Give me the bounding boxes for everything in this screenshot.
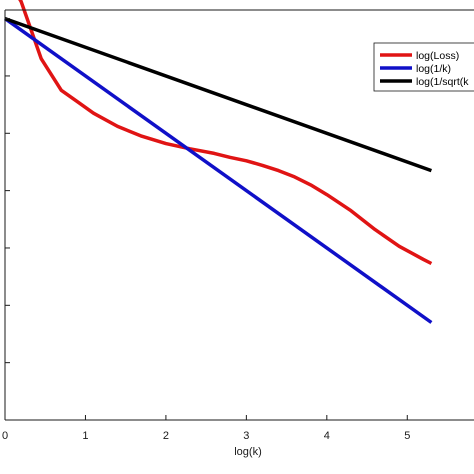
x-tick-label: 3 [243, 430, 249, 442]
legend-label-inv-k: log(1/k) [416, 63, 451, 75]
axes [4, 9, 474, 421]
legend: log(Loss) log(1/k) log(1/sqrt(k [373, 42, 474, 92]
tick-layer [4, 18, 408, 420]
x-tick-label: 0 [2, 430, 8, 442]
series-line-1 [3, 17, 433, 324]
x-tick-label: 1 [82, 430, 88, 442]
x-tick-label: 4 [324, 430, 330, 442]
series-line-2 [4, 16, 432, 173]
legend-label-inv-sqrt-k: log(1/sqrt(k [416, 76, 469, 88]
x-tick-label: 5 [404, 430, 410, 442]
x-axis-title: log(k) [234, 446, 262, 458]
tick-label-layer: 0 1 2 3 4 5 [2, 430, 410, 442]
series-layer [3, 0, 433, 324]
series-line-0 [18, 0, 433, 266]
x-tick-label: 2 [163, 430, 169, 442]
legend-label-loss: log(Loss) [416, 50, 459, 62]
